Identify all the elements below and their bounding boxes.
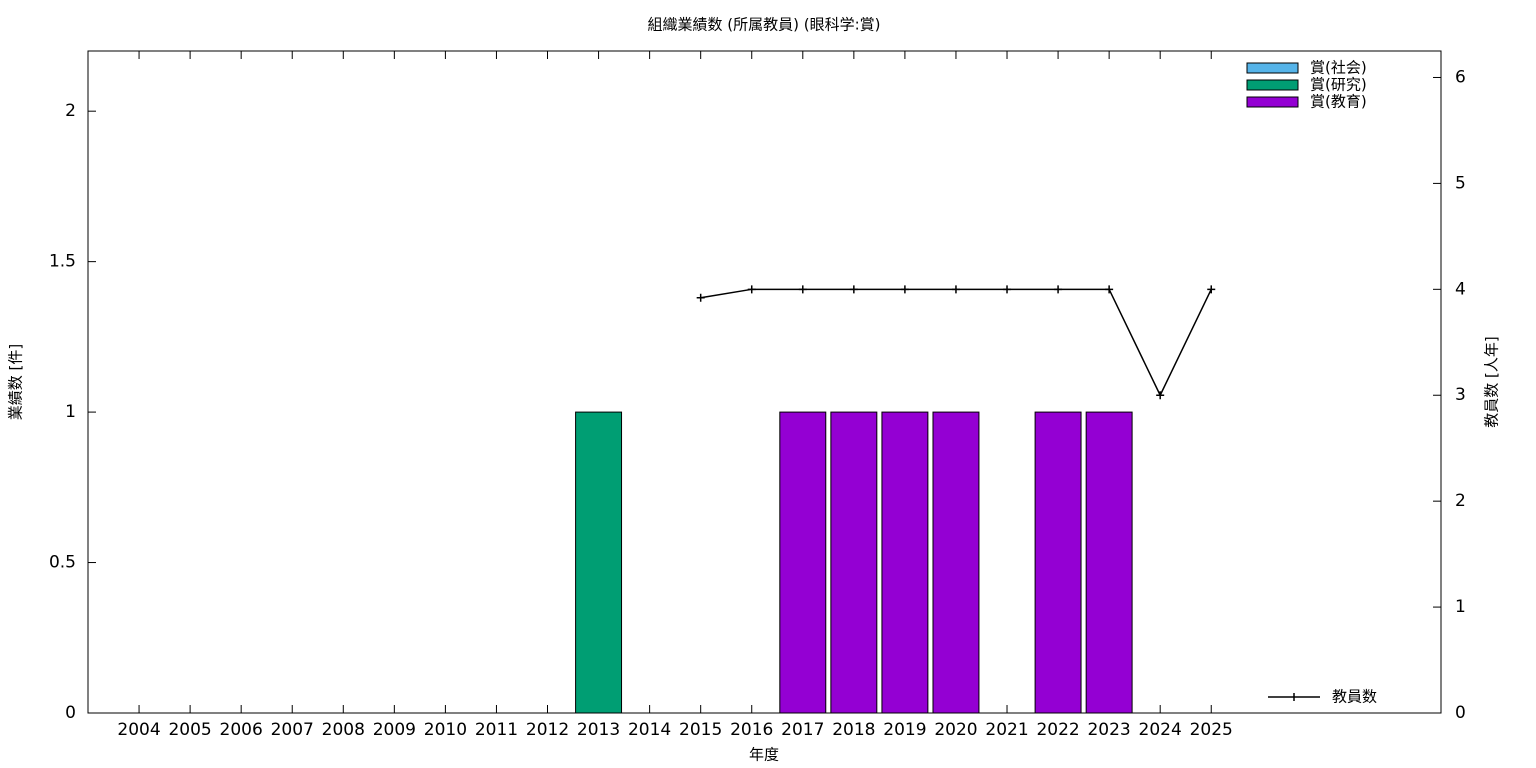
- y2-tick-label: 4: [1455, 279, 1466, 299]
- x-tick-label: 2008: [322, 720, 365, 740]
- y2-tick-label: 6: [1455, 67, 1466, 87]
- x-tick-label: 2013: [577, 720, 620, 740]
- bar: [830, 411, 878, 714]
- y2-tick-label: 5: [1455, 173, 1466, 193]
- y2-tick-label: 3: [1455, 385, 1466, 405]
- bar: [932, 411, 980, 714]
- x-tick-label: 2023: [1087, 720, 1130, 740]
- bar: [779, 411, 827, 714]
- point-marker: [1054, 285, 1063, 294]
- x-tick-label: 2018: [832, 720, 875, 740]
- y-tick-label: 0.5: [49, 553, 76, 573]
- point-marker: [1105, 285, 1114, 294]
- x-tick-label: 2017: [781, 720, 824, 740]
- point-marker: [696, 293, 705, 302]
- x-tick-label: 2022: [1036, 720, 1079, 740]
- x-tick-label: 2025: [1190, 720, 1233, 740]
- y2-tick-label: 2: [1455, 491, 1466, 511]
- bar: [575, 411, 623, 714]
- point-marker: [1156, 391, 1165, 400]
- y2-tick-label: 1: [1455, 597, 1466, 617]
- x-tick-label: 2016: [730, 720, 773, 740]
- x-tick-label: 2011: [475, 720, 518, 740]
- chart-title: 組織業績数 (所属教員) (眼科学:賞): [648, 16, 881, 34]
- x-tick-label: 2012: [526, 720, 569, 740]
- x-tick-label: 2015: [679, 720, 722, 740]
- point-marker: [798, 285, 807, 294]
- legend-swatch: [1246, 62, 1299, 74]
- bar: [1085, 411, 1133, 714]
- x-tick-label: 2020: [934, 720, 977, 740]
- x-tick-label: 2024: [1139, 720, 1182, 740]
- point-marker: [849, 285, 858, 294]
- y-tick-label: 1: [65, 402, 76, 422]
- plot-frame: [87, 50, 1442, 714]
- point-marker: [900, 285, 909, 294]
- x-tick-label: 2009: [373, 720, 416, 740]
- x-tick-label: 2006: [220, 720, 263, 740]
- legend-swatch: [1246, 79, 1299, 91]
- y-tick-label: 2: [65, 101, 76, 121]
- x-tick-label: 2021: [985, 720, 1028, 740]
- x-tick-label: 2010: [424, 720, 467, 740]
- bar: [1034, 411, 1082, 714]
- point-marker: [1207, 285, 1216, 294]
- legend-label: 賞(研究): [1310, 76, 1367, 94]
- legend-label: 賞(社会): [1310, 59, 1367, 77]
- legend-swatch: [1246, 96, 1299, 108]
- x-tick-label: 2019: [883, 720, 926, 740]
- x-tick-label: 2007: [271, 720, 314, 740]
- point-marker: [1003, 285, 1012, 294]
- point-marker: [747, 285, 756, 294]
- point-marker: [951, 285, 960, 294]
- x-tick-label: 2005: [168, 720, 211, 740]
- y2-axis-label: 教員数 [人年]: [1483, 336, 1501, 427]
- legend-label: 教員数: [1332, 688, 1377, 706]
- x-tick-label: 2004: [117, 720, 160, 740]
- bar: [881, 411, 929, 714]
- y-tick-label: 1.5: [49, 252, 76, 272]
- y2-tick-label: 0: [1455, 703, 1466, 723]
- legend-label: 賞(教育): [1310, 93, 1367, 111]
- y-tick-label: 0: [65, 703, 76, 723]
- x-axis-label: 年度: [749, 746, 779, 764]
- x-tick-label: 2014: [628, 720, 671, 740]
- y-axis-label: 業績数 [件]: [7, 344, 25, 420]
